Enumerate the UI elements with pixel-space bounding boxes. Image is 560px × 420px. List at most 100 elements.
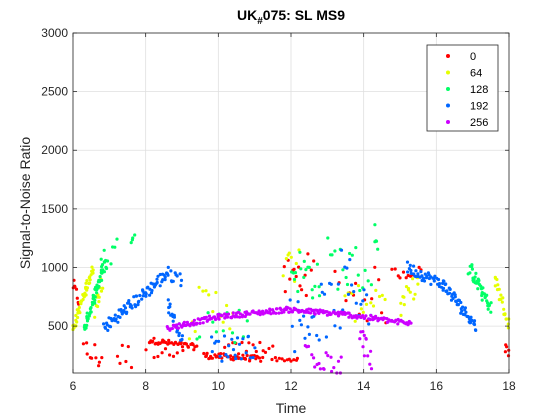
data-point	[459, 300, 463, 305]
y-axis-label: Signal-to-Noise Ratio	[17, 137, 33, 269]
data-point	[290, 310, 295, 314]
data-point	[298, 250, 302, 254]
data-point	[404, 285, 409, 289]
data-point	[239, 357, 243, 361]
data-point	[333, 269, 337, 273]
legend-marker	[446, 54, 450, 58]
data-point	[109, 262, 113, 266]
axis-ticks: 6 8 10 12 14 16 18 500 1000 1500 2000 2500 3000	[41, 26, 516, 393]
data-point	[93, 295, 97, 299]
data-point	[303, 336, 307, 340]
data-point	[310, 288, 314, 292]
data-point	[299, 267, 303, 271]
data-point	[173, 340, 178, 344]
data-point	[326, 236, 330, 240]
data-point	[355, 316, 359, 320]
data-point	[180, 345, 185, 349]
data-point	[254, 349, 258, 354]
data-point	[214, 354, 219, 358]
data-point	[210, 350, 214, 354]
data-point	[344, 275, 348, 280]
data-point	[261, 355, 265, 360]
data-point	[504, 317, 508, 321]
data-point	[131, 236, 135, 240]
data-point	[197, 285, 201, 289]
data-point	[358, 337, 362, 341]
series-0	[71, 252, 511, 370]
data-point	[93, 301, 97, 305]
data-point	[144, 294, 148, 298]
chart-title-main: UK	[237, 7, 257, 23]
data-point	[311, 296, 315, 300]
chart-title-rest: 075: SL MS9	[263, 7, 345, 23]
data-point	[422, 279, 427, 283]
data-point	[460, 309, 464, 313]
legend-label: 256	[470, 117, 488, 129]
data-point	[243, 356, 247, 361]
grid-lines	[72, 32, 510, 373]
data-point	[374, 239, 379, 243]
y-tick-label: 2500	[41, 85, 68, 99]
data-point	[180, 334, 184, 338]
data-point	[264, 309, 268, 313]
data-point	[369, 283, 373, 287]
x-tick-label: 6	[70, 379, 77, 393]
data-point	[288, 298, 292, 302]
data-point	[163, 278, 167, 282]
chart-title-subscript: #	[257, 16, 263, 27]
data-point	[140, 297, 144, 301]
data-point	[84, 281, 88, 285]
data-point	[207, 314, 211, 318]
data-point	[205, 351, 209, 355]
data-point	[195, 337, 199, 341]
data-point	[136, 303, 140, 307]
data-point	[383, 297, 387, 302]
data-point	[369, 349, 373, 353]
data-point	[282, 359, 287, 363]
data-point	[220, 359, 224, 363]
data-point	[380, 311, 384, 315]
data-point	[257, 356, 262, 360]
data-point	[317, 361, 321, 366]
data-point	[118, 361, 122, 365]
data-point	[235, 336, 240, 340]
data-point	[356, 273, 360, 277]
legend-marker	[446, 120, 450, 124]
data-point	[241, 353, 245, 357]
data-point	[172, 313, 176, 317]
data-point	[302, 275, 306, 279]
data-point	[132, 295, 136, 299]
x-tick-label: 8	[142, 379, 149, 393]
data-point	[322, 292, 327, 296]
data-point	[376, 247, 380, 251]
data-point	[180, 337, 184, 342]
data-point	[247, 341, 251, 345]
data-point	[97, 364, 101, 368]
data-point	[412, 297, 416, 301]
data-point	[307, 332, 311, 336]
data-point	[445, 289, 449, 293]
data-point	[93, 343, 97, 347]
data-point	[167, 338, 171, 342]
data-point	[113, 245, 117, 249]
data-point	[366, 354, 370, 358]
data-point	[486, 307, 490, 311]
data-point	[177, 331, 181, 335]
data-point	[292, 267, 296, 271]
data-point	[464, 310, 468, 314]
data-point	[409, 321, 413, 325]
data-point	[317, 285, 321, 289]
data-point	[225, 315, 230, 319]
data-point	[406, 288, 411, 292]
data-point	[259, 359, 263, 363]
data-point	[74, 318, 78, 322]
data-point	[304, 268, 308, 272]
data-point	[219, 352, 223, 356]
data-point	[353, 319, 357, 323]
data-point	[134, 305, 138, 309]
data-point	[396, 322, 400, 326]
data-point	[165, 271, 169, 275]
data-point	[432, 279, 436, 283]
data-point	[163, 347, 168, 351]
